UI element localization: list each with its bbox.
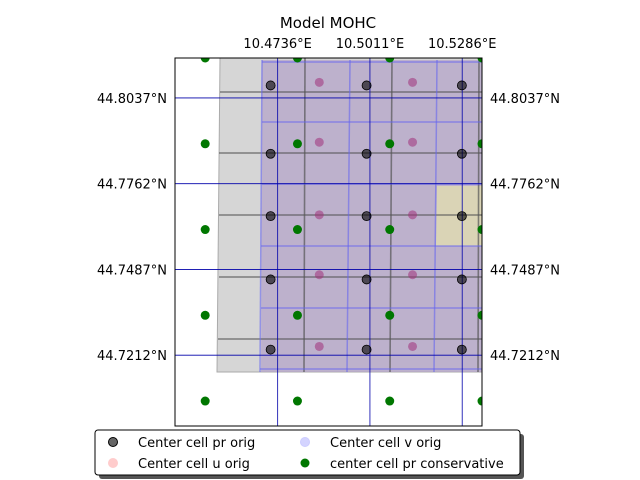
y-tick-label-right: 44.7487°N bbox=[490, 263, 560, 278]
pr-conservative-point bbox=[292, 396, 302, 406]
legend-marker-v-orig bbox=[300, 437, 310, 447]
u-orig-point bbox=[408, 270, 418, 280]
u-orig-point bbox=[408, 137, 418, 147]
pr-orig-point bbox=[361, 148, 372, 159]
x-tick-label: 10.4736°E bbox=[243, 37, 311, 52]
pr-conservative-point bbox=[292, 58, 302, 63]
y-tick-label-right: 44.7762°N bbox=[490, 178, 560, 193]
pr-conservative-point bbox=[200, 225, 210, 235]
pr-conservative-point bbox=[385, 58, 395, 63]
pr-orig-point bbox=[265, 211, 276, 222]
y-tick-label-right: 44.8037°N bbox=[490, 92, 560, 107]
pr-conservative-point bbox=[200, 310, 210, 320]
pr-conservative-point bbox=[477, 310, 482, 320]
legend-label-pr-conservative: center cell pr conservative bbox=[330, 457, 504, 472]
x-tick-label: 10.5286°E bbox=[428, 37, 496, 52]
pr-orig-point bbox=[456, 344, 467, 355]
u-orig-point bbox=[504, 78, 513, 87]
legend-marker-pr-conservative bbox=[300, 458, 310, 468]
pr-conservative-point bbox=[385, 310, 395, 320]
y-tick-label-left: 44.8037°N bbox=[97, 92, 167, 107]
y-tick-label-left: 44.7212°N bbox=[97, 349, 167, 364]
u-orig-point bbox=[314, 270, 324, 280]
legend-label-v-orig: Center cell v orig bbox=[330, 436, 441, 451]
pr-orig-point bbox=[456, 211, 467, 222]
purple-cell-region bbox=[261, 60, 482, 372]
pr-orig-point bbox=[456, 80, 467, 91]
pr-orig-point bbox=[361, 344, 372, 355]
pr-orig-point bbox=[456, 274, 467, 285]
y-tick-label-left: 44.7487°N bbox=[97, 263, 167, 278]
pr-conservative-point bbox=[477, 225, 482, 235]
u-orig-point bbox=[314, 137, 324, 147]
u-orig-point bbox=[408, 210, 418, 220]
pr-conservative-point bbox=[292, 225, 302, 235]
y-tick-label-right: 44.7212°N bbox=[490, 349, 560, 364]
pr-conservative-point bbox=[477, 139, 482, 149]
pr-conservative-point bbox=[292, 139, 302, 149]
y-tick-label-left: 44.7762°N bbox=[97, 178, 167, 193]
pr-conservative-point bbox=[477, 58, 482, 63]
model-grid-lines bbox=[218, 58, 482, 373]
pr-conservative-point bbox=[292, 310, 302, 320]
u-orig-point bbox=[408, 77, 418, 87]
u-orig-point bbox=[504, 210, 513, 219]
u-orig-point bbox=[314, 341, 324, 351]
pr-orig-point bbox=[265, 274, 276, 285]
pr-orig-point bbox=[361, 211, 372, 222]
u-orig-point bbox=[408, 341, 418, 351]
chart-title: Model MOHC bbox=[280, 14, 376, 32]
u-orig-point bbox=[314, 210, 324, 220]
x-tick-label: 10.5011°E bbox=[336, 37, 404, 52]
legend-label-u-orig: Center cell u orig bbox=[138, 457, 250, 472]
legend-label-pr-orig: Center cell pr orig bbox=[138, 436, 255, 451]
pr-conservative-point bbox=[200, 139, 210, 149]
pr-conservative-point bbox=[385, 225, 395, 235]
u-orig-point bbox=[504, 138, 513, 147]
legend: Center cell pr orig Center cell v orig C… bbox=[94, 429, 524, 479]
legend-marker-u-orig bbox=[108, 458, 118, 468]
lat-lon-gridlines bbox=[175, 58, 482, 426]
pr-orig-point bbox=[265, 344, 276, 355]
pr-orig-point bbox=[361, 80, 372, 91]
pr-conservative-point bbox=[200, 58, 210, 63]
pr-conservative-point bbox=[385, 396, 395, 406]
plot-frame bbox=[174, 57, 483, 427]
pr-conservative-point bbox=[477, 396, 482, 406]
pr-orig-point bbox=[265, 148, 276, 159]
pr-orig-point bbox=[456, 148, 467, 159]
legend-marker-pr-orig bbox=[108, 437, 118, 447]
u-orig-point bbox=[314, 77, 324, 87]
pr-orig-point bbox=[265, 80, 276, 91]
pr-conservative-point bbox=[385, 139, 395, 149]
legend-box bbox=[94, 429, 521, 476]
pr-orig-point bbox=[361, 274, 372, 285]
pr-conservative-point bbox=[200, 396, 210, 406]
